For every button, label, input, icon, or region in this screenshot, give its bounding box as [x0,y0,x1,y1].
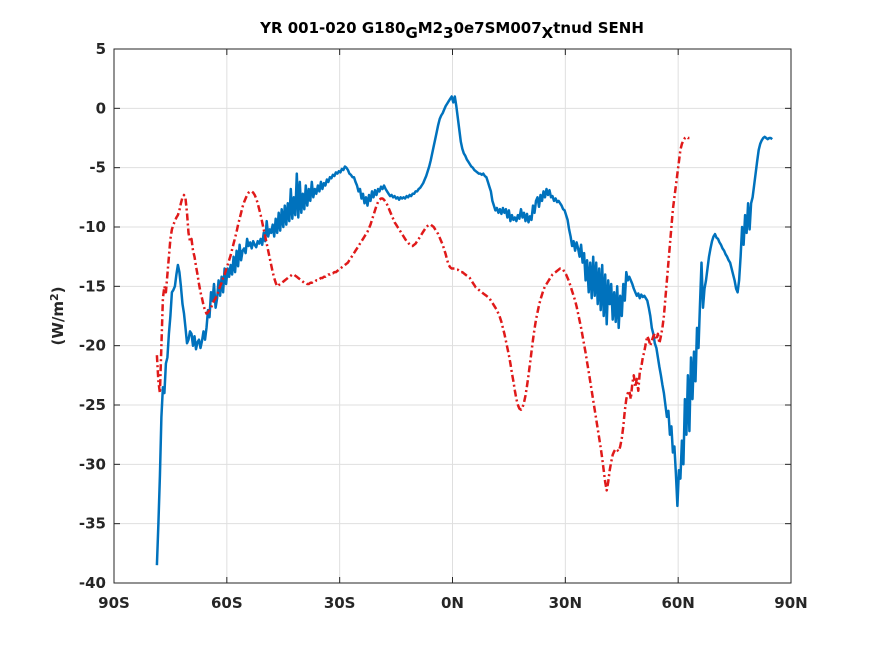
series-line-2 [155,135,690,492]
y-axis-label: (W/m2) [48,286,67,345]
x-tick-label: 90S [98,594,130,612]
chart-title-part: 0e7SM007 [454,19,542,37]
x-tick-label: 30S [324,594,356,612]
y-tick-label: -25 [79,396,106,414]
x-tick-label: 0N [441,594,464,612]
y-tick-label: -20 [79,337,106,355]
chart-title-part: tnud SENH [553,19,644,37]
y-tick-label: -40 [79,574,106,592]
y-tick-label: 5 [96,40,106,58]
y-tick-label: 0 [96,99,106,117]
y-tick-label: -10 [79,218,106,236]
chart-title-part: G [405,24,417,42]
y-axis-label-superscript: 2 [48,293,61,301]
y-tick-label: -15 [79,277,106,295]
y-axis-label-suffix: ) [49,286,67,293]
axis-ticks: 90S 60S 30S 0N 30N 60N 90N 5 0 -5 -10 -15 -20 -25 -30 -… [79,40,808,612]
chart-title-part: 3 [443,24,453,42]
y-tick-label: -5 [89,159,106,177]
series-line-1 [155,95,773,566]
chart-title-part: YR 001-020 G180 [259,19,405,37]
chart-title-part: M2 [418,19,443,37]
x-tick-label: 60S [211,594,243,612]
y-axis-label-text: (W/m [49,301,67,346]
x-tick-label: 30N [549,594,582,612]
y-tick-label: -30 [79,455,106,473]
chart-title: YR 001-020 G180GM230e7SM007Xtnud SENH [259,19,644,42]
chart-title-part: X [542,24,554,42]
y-tick-label: -35 [79,515,106,533]
x-tick-label: 60N [661,594,694,612]
data-series [155,95,773,566]
x-tick-label: 90N [774,594,807,612]
